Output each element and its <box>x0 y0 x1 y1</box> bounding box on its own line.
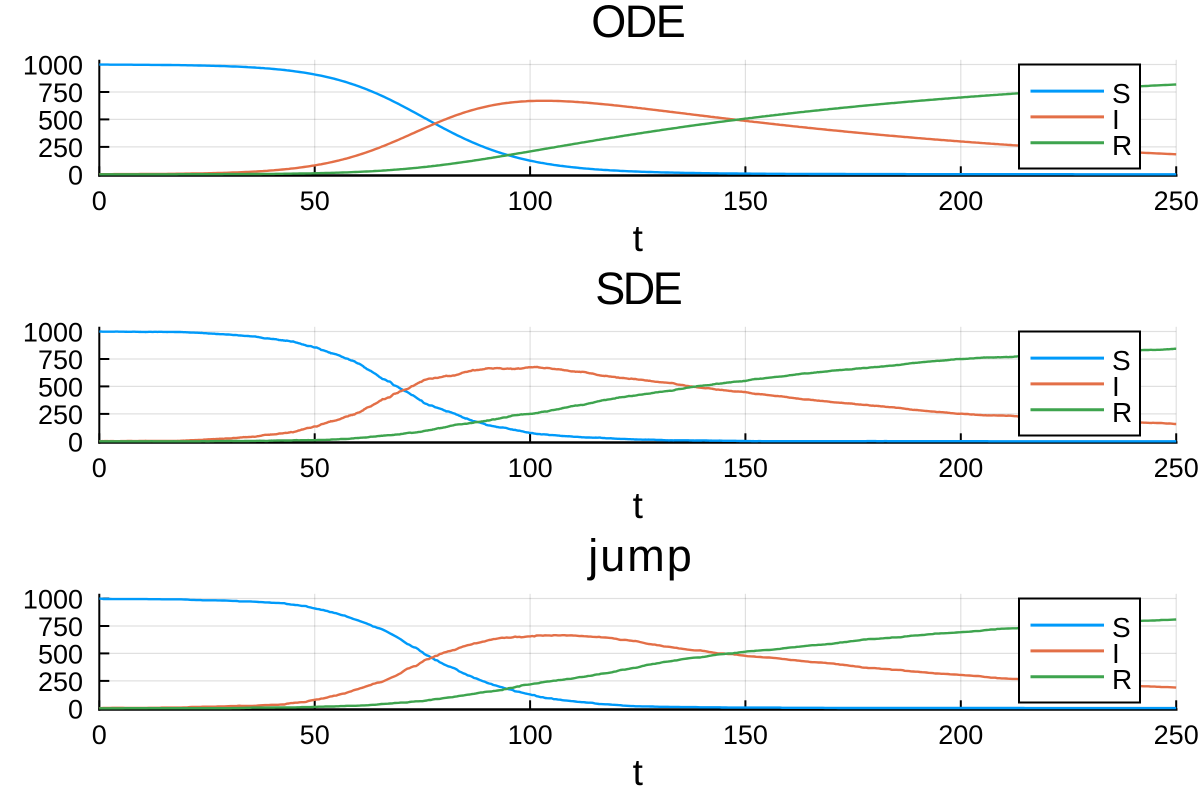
svg-text:200: 200 <box>938 720 983 750</box>
svg-text:500: 500 <box>38 105 83 135</box>
svg-text:250: 250 <box>1154 720 1199 750</box>
svg-text:1000: 1000 <box>23 318 83 348</box>
svg-text:I: I <box>1112 104 1120 135</box>
svg-text:500: 500 <box>38 639 83 669</box>
svg-text:500: 500 <box>38 372 83 402</box>
svg-text:750: 750 <box>38 345 83 375</box>
svg-text:50: 50 <box>300 186 330 216</box>
svg-text:250: 250 <box>38 667 83 697</box>
svg-text:150: 150 <box>723 453 768 483</box>
svg-text:150: 150 <box>723 186 768 216</box>
svg-text:1000: 1000 <box>23 51 83 81</box>
svg-text:ODE: ODE <box>591 0 685 47</box>
svg-text:750: 750 <box>38 78 83 108</box>
svg-text:150: 150 <box>723 720 768 750</box>
svg-text:R: R <box>1112 664 1132 695</box>
svg-text:0: 0 <box>92 720 107 750</box>
svg-text:250: 250 <box>1154 186 1199 216</box>
svg-text:50: 50 <box>300 720 330 750</box>
svg-text:I: I <box>1112 638 1120 669</box>
svg-text:R: R <box>1112 397 1132 428</box>
svg-text:R: R <box>1112 130 1132 161</box>
svg-text:1000: 1000 <box>23 585 83 615</box>
svg-text:200: 200 <box>938 453 983 483</box>
svg-text:250: 250 <box>1154 453 1199 483</box>
svg-text:0: 0 <box>68 694 83 724</box>
svg-text:0: 0 <box>92 186 107 216</box>
svg-text:S: S <box>1112 78 1131 109</box>
svg-text:I: I <box>1112 371 1120 402</box>
svg-text:100: 100 <box>508 186 553 216</box>
svg-text:100: 100 <box>508 720 553 750</box>
svg-text:100: 100 <box>508 453 553 483</box>
svg-text:750: 750 <box>38 612 83 642</box>
svg-text:200: 200 <box>938 186 983 216</box>
svg-text:SDE: SDE <box>595 263 682 314</box>
svg-text:jump: jump <box>586 530 694 581</box>
svg-text:0: 0 <box>68 160 83 190</box>
svg-text:0: 0 <box>68 427 83 457</box>
svg-text:250: 250 <box>38 133 83 163</box>
svg-text:0: 0 <box>92 453 107 483</box>
svg-text:t: t <box>633 218 644 259</box>
svg-text:S: S <box>1112 612 1131 643</box>
svg-text:S: S <box>1112 345 1131 376</box>
svg-text:t: t <box>633 485 644 526</box>
svg-text:t: t <box>633 752 644 793</box>
svg-text:250: 250 <box>38 400 83 430</box>
svg-text:50: 50 <box>300 453 330 483</box>
